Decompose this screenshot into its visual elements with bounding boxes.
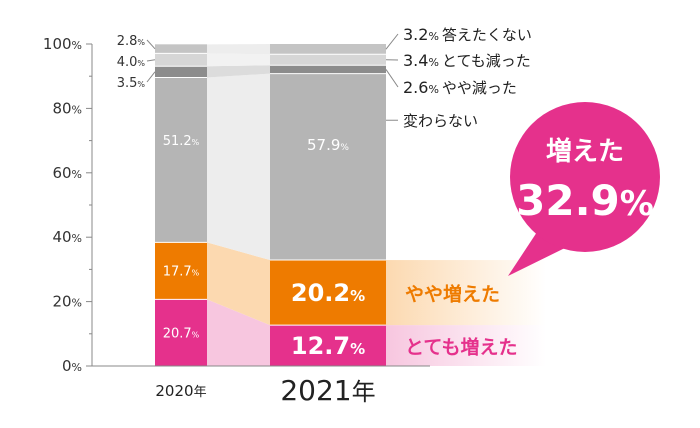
bar-segment-0-2 bbox=[155, 77, 207, 243]
bar-segment-1-0 bbox=[270, 325, 386, 366]
bar-segment-1-4 bbox=[270, 54, 386, 66]
bar-value-label: 17.7% bbox=[163, 265, 200, 280]
connector-band-0 bbox=[207, 299, 270, 366]
bar-segment-0-3 bbox=[155, 66, 207, 78]
highlight-band-1 bbox=[386, 260, 546, 326]
bar-segment-1-2 bbox=[270, 73, 386, 261]
callout-value: 32.9% bbox=[516, 176, 654, 225]
connector-band-4 bbox=[207, 53, 270, 67]
bar-segment-1-5 bbox=[270, 44, 386, 55]
bar-value-label: 12.7% bbox=[291, 332, 365, 360]
leader-line bbox=[146, 71, 156, 83]
bar-value-label: 20.7% bbox=[163, 326, 200, 341]
leader-line bbox=[146, 39, 156, 50]
side-value-label: 4.0% bbox=[117, 55, 146, 70]
y-tick-label: 40% bbox=[52, 228, 82, 246]
series-label: 2.6% やや減った bbox=[403, 78, 517, 97]
bar-value-label: 51.2% bbox=[163, 134, 200, 149]
side-value-label: 3.5% bbox=[117, 76, 146, 91]
bar-value-label: 20.2% bbox=[291, 279, 365, 307]
connector-band-1 bbox=[207, 242, 270, 326]
bar-segment-0-5 bbox=[155, 44, 207, 54]
highlight-band-0 bbox=[386, 325, 546, 366]
series-label: 3.2% 答えたくない bbox=[403, 25, 532, 44]
series-label: とても増えた bbox=[405, 336, 517, 359]
bar-segment-1-3 bbox=[270, 65, 386, 74]
connector-band-2 bbox=[207, 73, 270, 261]
y-tick-label: 60% bbox=[52, 164, 82, 182]
bar-segment-0-4 bbox=[155, 53, 207, 67]
callout-bubble bbox=[510, 102, 660, 252]
x-category-label: 2020年 bbox=[155, 382, 206, 400]
bar-segment-0-1 bbox=[155, 242, 207, 300]
leader-line bbox=[385, 69, 399, 88]
connector-band-5 bbox=[207, 44, 270, 55]
x-category-label: 2021年 bbox=[280, 374, 375, 407]
y-tick-label: 80% bbox=[52, 99, 82, 117]
y-tick-label: 100% bbox=[43, 35, 82, 53]
series-label: 変わらない bbox=[403, 112, 478, 130]
leader-line bbox=[385, 33, 399, 50]
callout-title: 増えた bbox=[546, 137, 624, 167]
series-label: 3.4% とても減った bbox=[403, 51, 531, 70]
bar-segment-1-1 bbox=[270, 260, 386, 326]
y-tick-label: 0% bbox=[62, 357, 82, 375]
series-label: やや増えた bbox=[405, 283, 500, 306]
bar-value-label: 57.9% bbox=[307, 136, 349, 154]
y-tick-label: 20% bbox=[52, 293, 82, 311]
leader-line bbox=[146, 59, 156, 62]
side-value-label: 2.8% bbox=[117, 34, 146, 49]
bar-segment-0-0 bbox=[155, 299, 207, 366]
connector-band-3 bbox=[207, 65, 270, 78]
